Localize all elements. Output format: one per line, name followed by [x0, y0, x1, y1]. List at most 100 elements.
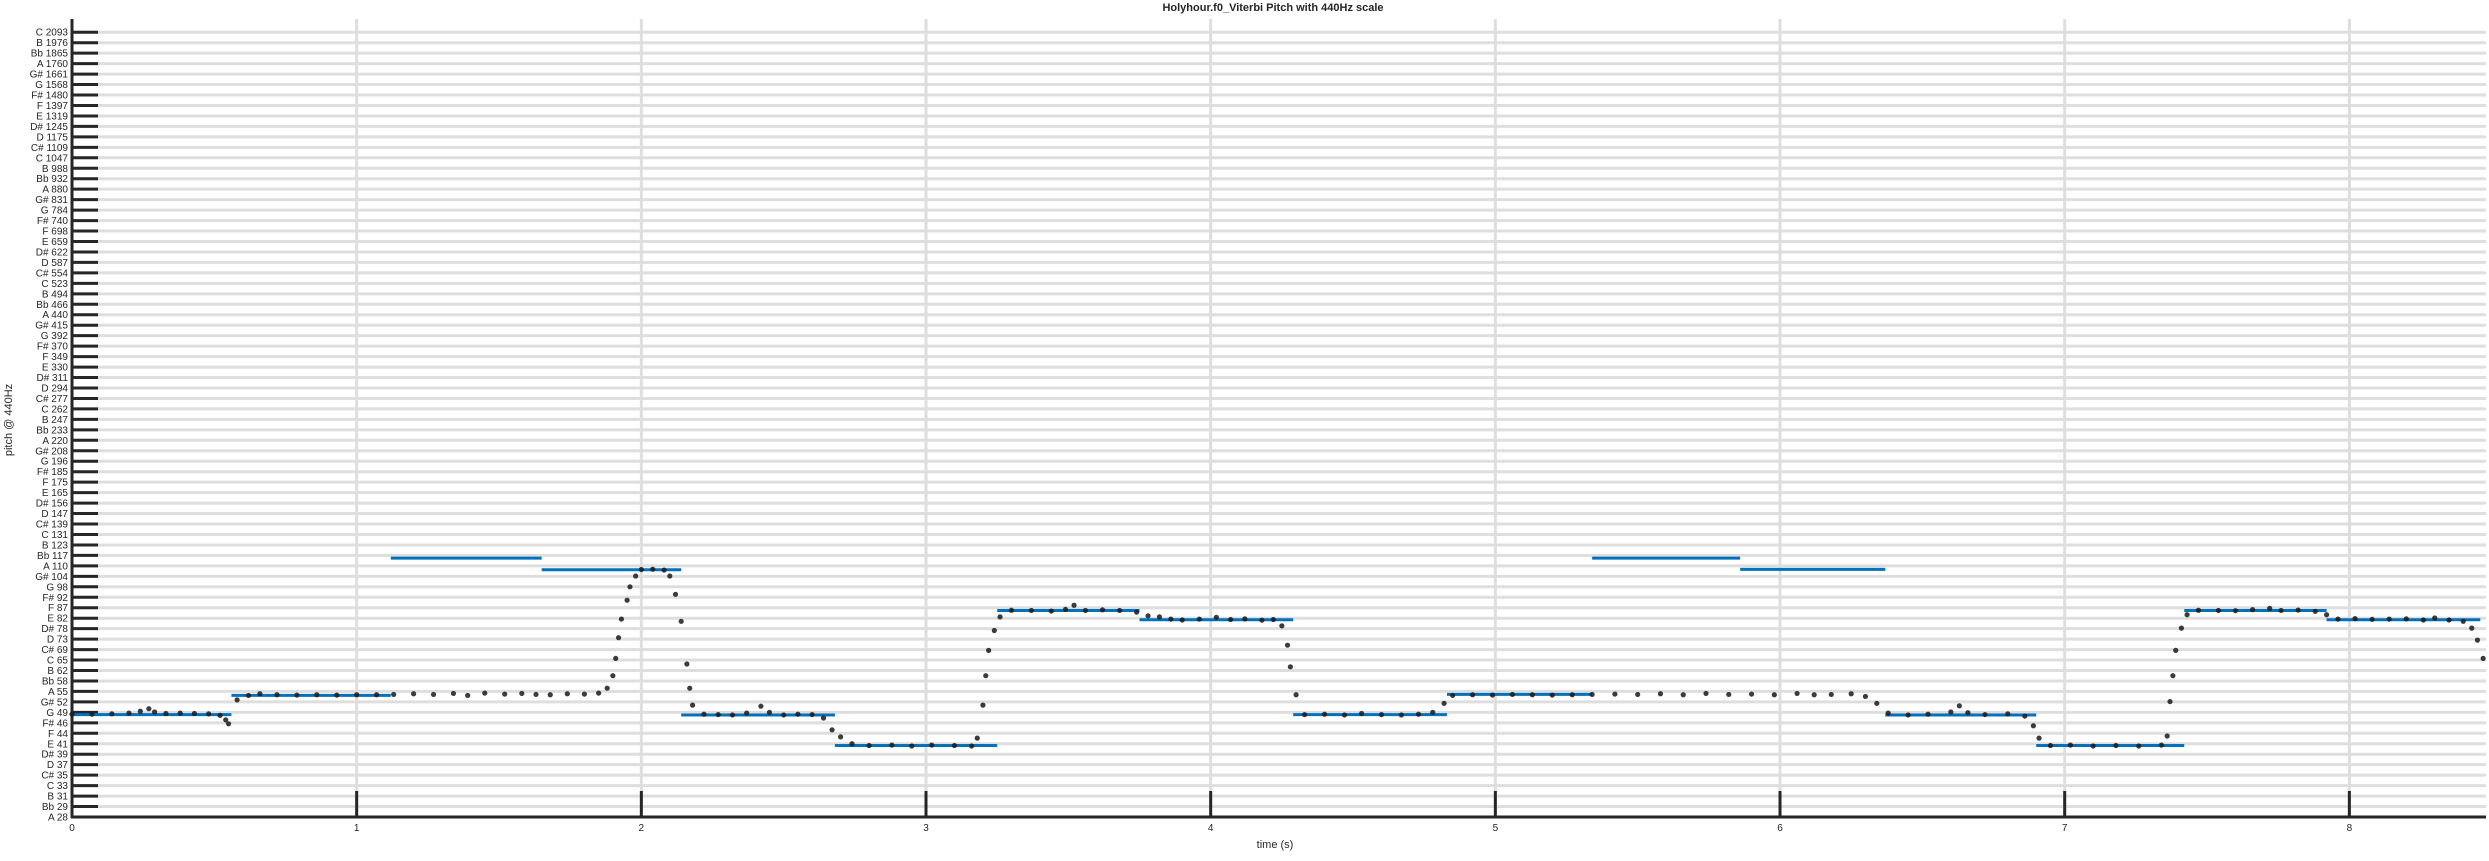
y-tick-label: G 98: [46, 582, 68, 593]
f0-point: [744, 710, 750, 716]
f0-point: [2113, 742, 2119, 749]
f0-point: [866, 742, 872, 749]
f0-point: [2460, 618, 2466, 624]
y-tick-label: D# 622: [36, 247, 69, 258]
f0-point: [1549, 692, 1555, 698]
f0-point: [1680, 692, 1686, 698]
f0-point: [1529, 692, 1535, 698]
f0-point: [1703, 690, 1709, 697]
f0-point: [1168, 616, 1174, 622]
f0-point: [849, 741, 855, 747]
f0-point: [2420, 617, 2426, 623]
f0-point: [206, 711, 212, 717]
f0-point: [1948, 709, 1954, 715]
y-tick-label: B 988: [42, 164, 69, 175]
y-tick-label: C 1047: [36, 153, 69, 164]
f0-point: [1748, 691, 1755, 697]
f0-point: [991, 627, 997, 634]
f0-point: [929, 742, 935, 748]
f0-point: [986, 647, 992, 653]
f0-point: [684, 661, 690, 667]
f0-point: [604, 685, 610, 691]
f0-point: [627, 584, 633, 590]
y-tick-label: C# 277: [36, 394, 69, 405]
f0-point: [245, 692, 252, 699]
y-tick-label: F 1397: [37, 101, 69, 112]
y-tick-label: D# 1245: [30, 122, 68, 133]
y-tick-label: A 440: [42, 310, 68, 321]
f0-point: [1145, 613, 1151, 619]
f0-point: [667, 573, 673, 579]
f0-point: [1635, 691, 1641, 698]
f0-point: [465, 692, 471, 699]
f0-point: [1279, 623, 1285, 629]
y-tick-label: B 31: [47, 792, 68, 803]
f0-point: [564, 691, 570, 697]
f0-point: [820, 715, 827, 721]
y-tick-label: Bb 1865: [31, 49, 69, 60]
f0-point: [2432, 615, 2438, 621]
f0-point: [1982, 711, 1988, 718]
f0-point: [2173, 647, 2179, 653]
f0-point: [758, 703, 764, 709]
f0-point: [1441, 700, 1447, 706]
f0-point: [624, 597, 630, 603]
f0-point: [1589, 691, 1595, 698]
f0-point: [109, 711, 115, 717]
f0-point: [596, 690, 602, 696]
f0-point: [1358, 710, 1365, 717]
y-tick-label: A 1760: [37, 59, 69, 70]
f0-point: [391, 691, 397, 698]
f0-point: [633, 573, 639, 579]
f0-point: [672, 591, 679, 597]
f0-point: [650, 566, 656, 572]
f0-point: [1657, 691, 1664, 697]
y-tick-label: F# 92: [42, 593, 68, 604]
y-tick-label: E 82: [47, 614, 68, 625]
f0-point: [2352, 616, 2358, 622]
f0-point: [781, 712, 787, 718]
f0-point: [1228, 616, 1234, 623]
y-tick-label: D# 39: [41, 750, 68, 761]
f0-point: [1341, 712, 1348, 718]
f0-point: [1028, 607, 1034, 614]
f0-point: [2047, 742, 2054, 749]
y-tick-label: F 698: [42, 227, 68, 238]
f0-point: [661, 567, 667, 573]
y-tick-label: D# 78: [41, 624, 68, 635]
f0-point: [334, 692, 340, 698]
f0-point: [502, 691, 508, 697]
f0-point: [715, 711, 721, 718]
f0-point: [1509, 691, 1516, 698]
y-tick-label: D 147: [41, 509, 68, 520]
f0-point: [1925, 711, 1931, 717]
f0-point: [1116, 607, 1123, 614]
f0-point: [2022, 713, 2028, 719]
f0-point: [1771, 692, 1777, 698]
y-tick-label: A 55: [48, 687, 68, 698]
f0-point: [2036, 735, 2042, 741]
f0-point: [2249, 607, 2256, 613]
x-tick-label: 2: [639, 823, 645, 834]
y-tick-label: G 784: [41, 206, 69, 217]
f0-point: [638, 566, 644, 573]
f0-point: [1874, 700, 1880, 706]
y-tick-label: E 1319: [36, 111, 68, 122]
f0-point: [1862, 693, 1869, 700]
f0-point: [314, 692, 320, 698]
f0-point: [547, 692, 553, 698]
f0-point: [146, 706, 152, 712]
f0-point: [1321, 711, 1328, 717]
f0-point: [2469, 625, 2475, 631]
y-tick-label: B 494: [42, 289, 69, 300]
f0-point: [581, 691, 588, 697]
f0-point: [1489, 692, 1496, 698]
y-tick-label: E 330: [42, 363, 69, 374]
y-tick-label: E 41: [47, 739, 68, 750]
f0-point: [1726, 691, 1732, 698]
f0-point: [613, 655, 619, 662]
y-tick-label: F 175: [42, 478, 68, 489]
y-tick-label: D 587: [41, 258, 68, 269]
y-tick-label: E 659: [42, 237, 69, 248]
